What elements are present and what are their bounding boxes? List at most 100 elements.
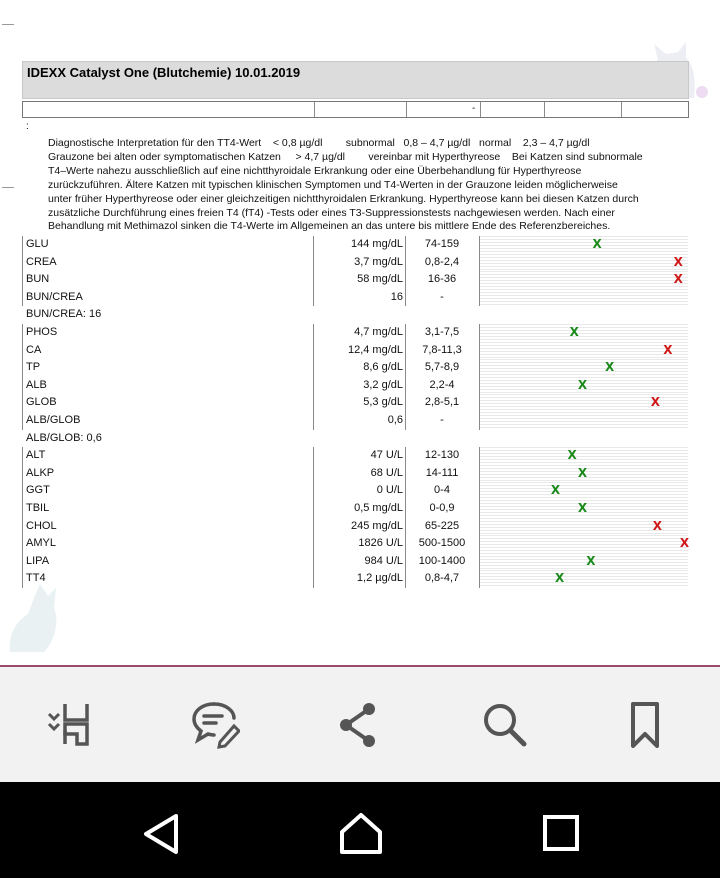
result-value: 0,6 bbox=[387, 414, 403, 426]
column-divider bbox=[405, 535, 406, 553]
analyte-name: GLU bbox=[26, 238, 49, 250]
table-row: CA 12,4 mg/dL 7,8-11,3 X bbox=[22, 341, 689, 360]
analyte-name: AMYL bbox=[26, 537, 56, 550]
reference-range: - bbox=[440, 414, 444, 426]
column-divider bbox=[313, 535, 314, 553]
range-graph-background bbox=[480, 288, 688, 307]
column-divider bbox=[405, 412, 406, 430]
analyte-name: ALB bbox=[26, 378, 47, 391]
column-divider bbox=[479, 236, 480, 254]
in-range-marker: X bbox=[550, 483, 561, 498]
column-divider bbox=[479, 412, 480, 430]
range-graph-background bbox=[480, 236, 688, 254]
column-divider bbox=[479, 324, 480, 342]
reading-view-icon bbox=[47, 704, 89, 746]
out-of-range-marker: X bbox=[673, 272, 683, 287]
column-divider bbox=[479, 359, 480, 377]
table-row: ALB/GLOB: 0,6 bbox=[22, 430, 689, 448]
in-range-marker: X bbox=[577, 465, 588, 480]
range-graph-background bbox=[480, 341, 688, 360]
result-value: 0,5 mg/dL bbox=[354, 502, 403, 514]
table-row: TT4 1,2 µg/dL 0,8-4,7 X bbox=[22, 570, 689, 588]
back-button[interactable] bbox=[138, 810, 186, 858]
range-graph-background bbox=[480, 447, 688, 465]
range-graph-background bbox=[480, 570, 688, 588]
table-row: ALKP 68 U/L 14-111 X bbox=[22, 464, 689, 483]
result-value: 0 U/L bbox=[376, 484, 403, 497]
column-divider bbox=[479, 535, 480, 553]
page-edge-mark bbox=[2, 187, 14, 188]
column-divider bbox=[313, 570, 314, 588]
in-range-marker: X bbox=[586, 553, 596, 568]
result-value: 5,3 g/dL bbox=[363, 396, 403, 409]
column-divider bbox=[479, 447, 480, 465]
interpretation-line: unter früher Hyperthyreose oder einer gl… bbox=[48, 192, 639, 205]
header-row-dash: - bbox=[472, 103, 476, 114]
result-value: 245 mg/dL bbox=[351, 519, 403, 532]
column-divider bbox=[405, 271, 406, 289]
column-divider bbox=[405, 394, 406, 412]
result-value: 8,6 g/dL bbox=[363, 361, 403, 374]
out-of-range-marker: X bbox=[673, 254, 683, 269]
column-divider bbox=[479, 517, 480, 536]
home-icon bbox=[340, 813, 382, 854]
column-divider bbox=[313, 359, 314, 377]
comment-button[interactable] bbox=[190, 700, 242, 750]
interpretation-line: Behandlung mit Methimazol sinken die T4-… bbox=[48, 220, 611, 233]
viewer-separator bbox=[0, 665, 720, 667]
column-divider bbox=[313, 341, 314, 360]
analyte-name: CHOL bbox=[26, 519, 57, 532]
reference-range: 16-36 bbox=[427, 273, 457, 286]
home-button[interactable] bbox=[337, 810, 385, 858]
table-row: CREA 3,7 mg/dL 0,8-2,4 X bbox=[22, 253, 689, 272]
column-divider bbox=[405, 552, 406, 571]
cat-watermark-icon bbox=[9, 584, 57, 652]
analyte-name: GLOB bbox=[26, 396, 57, 409]
range-graph-background bbox=[480, 552, 688, 571]
interpretation-line: zusätzliche Durchführung eines freien T4… bbox=[48, 206, 615, 219]
search-button[interactable] bbox=[480, 700, 530, 750]
table-row: BUN/CREA 16 - bbox=[22, 288, 689, 307]
analyte-name: TT4 bbox=[26, 572, 46, 585]
result-value: 984 U/L bbox=[364, 554, 403, 567]
in-range-marker: X bbox=[569, 325, 579, 339]
share-button[interactable] bbox=[334, 700, 384, 750]
analyte-name: ALB/GLOB bbox=[26, 414, 81, 426]
range-graph-background bbox=[480, 482, 688, 500]
tt4-interpretation-text: Diagnostische Interpretation für den TT4… bbox=[48, 137, 712, 234]
reading-view-button[interactable] bbox=[45, 700, 95, 750]
in-range-marker: X bbox=[577, 501, 588, 515]
interpretation-line: zurückzuführen. Ältere Katzen mit typisc… bbox=[48, 178, 618, 191]
reference-range: 2,8-5,1 bbox=[424, 396, 460, 409]
bookmark-button[interactable] bbox=[622, 700, 672, 750]
comment-icon bbox=[192, 702, 242, 749]
column-divider bbox=[313, 271, 314, 289]
analyte-name: ALKP bbox=[26, 466, 55, 479]
column-divider bbox=[405, 253, 406, 272]
in-range-marker: X bbox=[604, 360, 615, 375]
column-divider bbox=[313, 288, 314, 307]
analyte-name: BUN/CREA bbox=[26, 290, 83, 303]
analyte-name: CA bbox=[26, 343, 42, 356]
table-row: PHOS 4,7 mg/dL 3,1-7,5 X bbox=[22, 324, 689, 342]
document-page[interactable]: IDEXX Catalyst One (Blutchemie) 10.01.20… bbox=[0, 0, 720, 666]
reference-range: 0-0,9 bbox=[429, 502, 455, 514]
share-icon bbox=[340, 703, 375, 747]
report-title-bar: IDEXX Catalyst One (Blutchemie) 10.01.20… bbox=[22, 61, 689, 99]
table-row: ALB 3,2 g/dL 2,2-4 X bbox=[22, 376, 689, 395]
in-range-marker: X bbox=[592, 237, 602, 251]
recents-button[interactable] bbox=[538, 810, 586, 858]
analyte-name: BUN/CREA: 16 bbox=[26, 308, 102, 321]
out-of-range-marker: X bbox=[679, 536, 690, 551]
reference-range: 65-225 bbox=[424, 519, 460, 532]
range-graph-background bbox=[480, 535, 688, 553]
section-colon: : bbox=[26, 121, 29, 132]
range-graph-background bbox=[480, 412, 688, 430]
result-value: 1,2 µg/dL bbox=[356, 572, 403, 585]
column-divider bbox=[479, 500, 480, 518]
reference-range: 500-1500 bbox=[418, 537, 466, 550]
analyte-name: GGT bbox=[26, 484, 50, 497]
in-range-marker: X bbox=[555, 571, 565, 586]
column-divider bbox=[479, 570, 480, 588]
table-row: GLU 144 mg/dL 74-159 X bbox=[22, 236, 689, 254]
